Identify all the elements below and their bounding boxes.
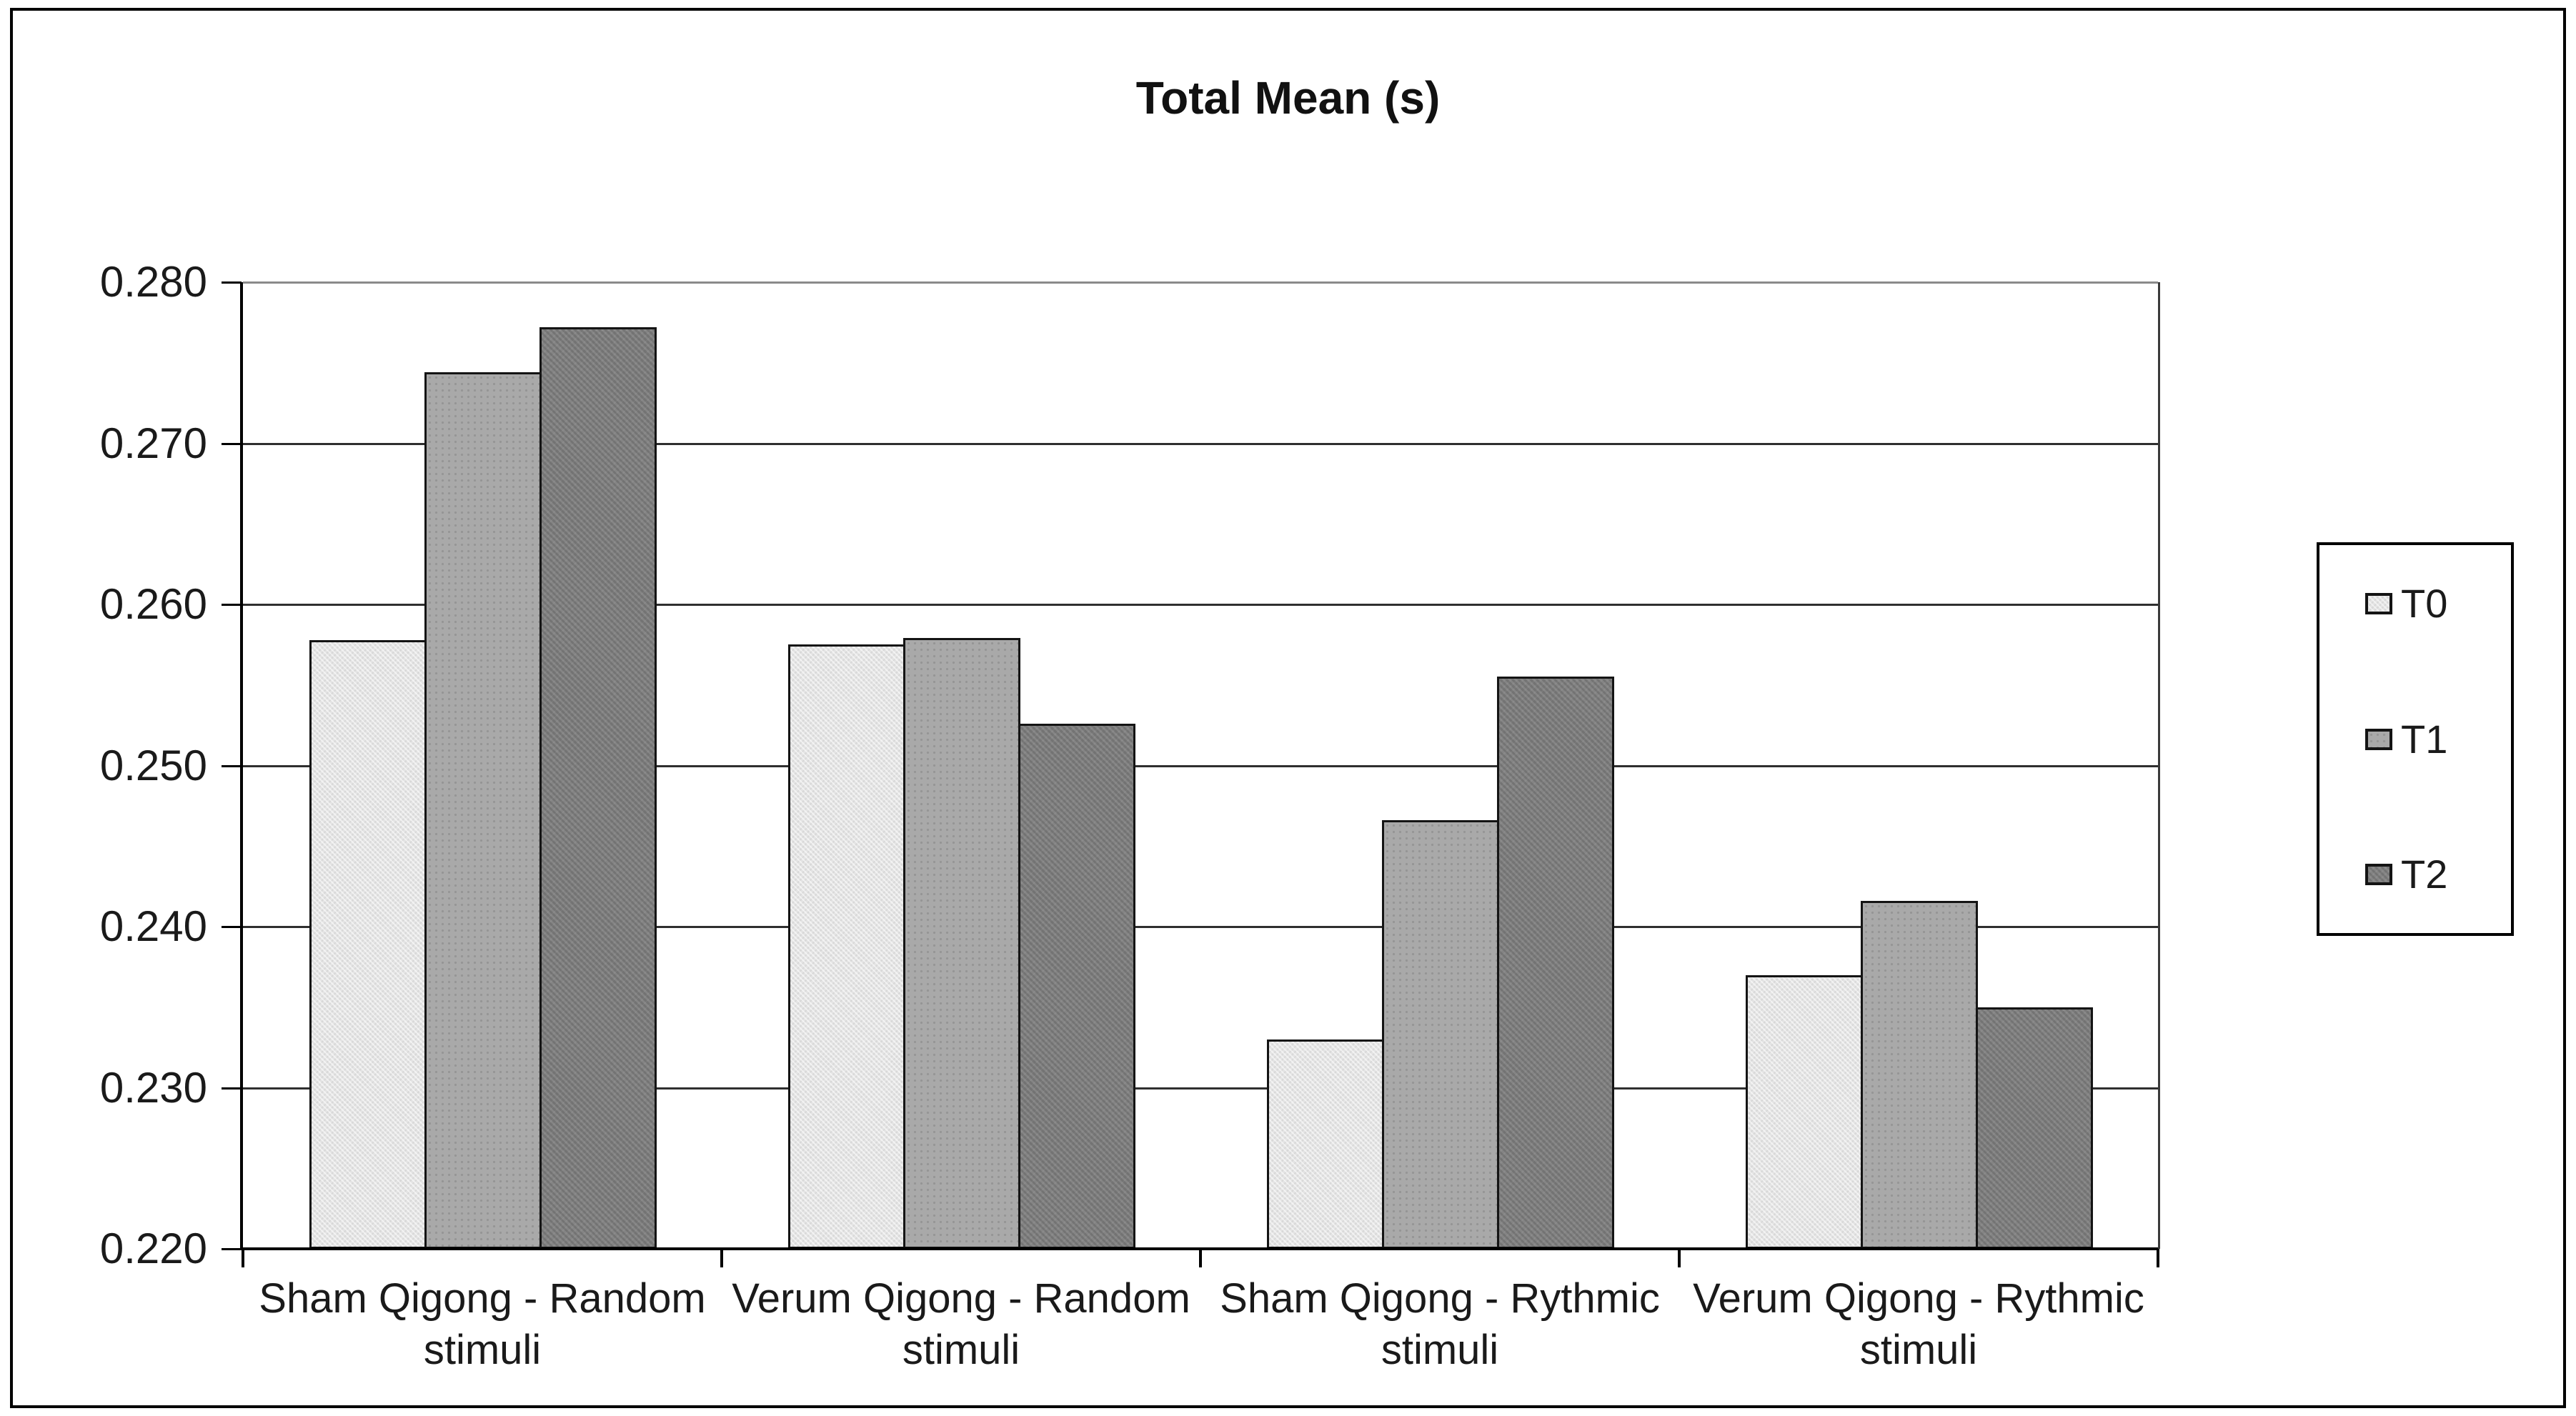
bar-t0-cat4 [1746,975,1863,1249]
gridline [243,765,2158,767]
legend-label: T2 [2401,852,2448,897]
y-tick-label: 0.280 [99,258,207,306]
bar-t1-cat2 [903,638,1020,1249]
legend-label: T1 [2401,716,2448,762]
legend-swatch-icon [2365,593,2392,614]
category-label: Sham Qigong - Random stimuli [259,1275,706,1373]
gridline [243,281,2158,284]
y-axis-tick [222,1087,242,1090]
plot-right-border [2158,282,2160,1249]
y-axis-tick [222,1248,242,1250]
bar-t1-cat3 [1382,820,1499,1249]
bar-t0-cat1 [309,640,427,1249]
legend-swatch-icon [2365,864,2392,885]
gridline [243,443,2158,445]
bar-t2-cat2 [1018,724,1135,1249]
gridline [243,926,2158,928]
y-axis-line [240,282,243,1250]
x-axis-tick [1199,1249,1202,1267]
legend-item-t1: T1 [2365,716,2448,762]
y-axis-tick [222,926,242,928]
y-tick-label: 0.270 [99,419,207,467]
x-axis-tick [242,1249,244,1267]
bar-t0-cat2 [788,644,905,1249]
legend-label: T0 [2401,581,2448,626]
y-tick-label: 0.260 [99,580,207,628]
category-label: Verum Qigong - Rythmic stimuli [1693,1275,2144,1373]
legend-item-t2: T2 [2365,853,2447,896]
bar-t1-cat1 [424,372,542,1249]
plot-area [222,281,2160,1267]
category-label: Sham Qigong - Rythmic stimuli [1220,1275,1660,1373]
y-tick-label: 0.240 [99,902,207,950]
x-axis-tick [1678,1249,1681,1267]
bar-t2-cat1 [539,327,657,1249]
bar-t2-cat4 [1976,1007,2093,1249]
y-tick-label: 0.220 [99,1225,207,1272]
bar-t0-cat3 [1267,1039,1384,1249]
legend-swatch-icon [2365,728,2392,750]
y-axis-tick [222,765,242,767]
chart-title: Total Mean (s) [1135,72,1441,124]
gridline [243,1087,2158,1090]
bar-t1-cat4 [1861,901,1978,1249]
y-tick-label: 0.250 [99,742,207,789]
bar-t2-cat3 [1497,677,1614,1249]
x-axis-tick [720,1249,723,1267]
x-axis-tick [2157,1249,2159,1267]
y-axis-tick [222,604,242,606]
legend-item-t0: T0 [2365,582,2447,625]
gridline [243,604,2158,606]
y-tick-label: 0.230 [99,1064,207,1112]
figure-border [10,8,2566,1408]
y-axis-tick [222,281,242,284]
category-label: Verum Qigong - Random stimuli [732,1275,1190,1373]
y-axis-tick [222,443,242,445]
legend: T0 T1 T2 [2317,542,2514,936]
